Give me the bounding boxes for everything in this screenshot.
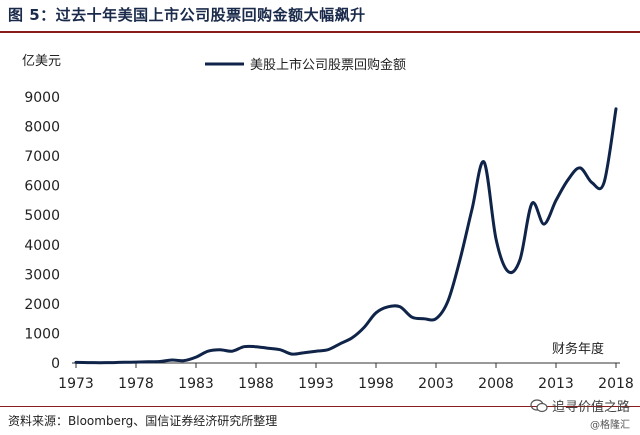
chart-area: 亿美元 美股上市公司股票回购金额 0 1000 2000 3000 4000 5000 60… [0, 33, 640, 405]
y-tick-label: 7000 [24, 149, 60, 165]
x-tick-label: 2018 [598, 376, 634, 392]
x-tick-label: 1988 [238, 376, 274, 392]
title-rule [0, 31, 640, 33]
y-tick-label: 9000 [24, 90, 60, 106]
x-tick-label: 2008 [478, 376, 514, 392]
y-tick-label: 4000 [24, 238, 60, 254]
source-note: 资料来源：Bloomberg、国信证券经济研究所整理 [8, 414, 278, 428]
legend: 美股上市公司股票回购金额 [205, 57, 406, 73]
watermark-text: 追寻价值之路 [551, 400, 630, 415]
y-tick-label: 3000 [24, 267, 60, 283]
y-tick-label: 6000 [24, 179, 60, 195]
figure-title: 图 5：过去十年美国上市公司股票回购金额大幅飙升 [8, 6, 366, 24]
y-tick-label: 0 [51, 356, 60, 372]
x-tick-label: 2003 [418, 376, 454, 392]
watermark: 追寻价值之路 @格隆汇 [530, 396, 630, 431]
legend-entry: 美股上市公司股票回购金额 [250, 57, 406, 73]
y-tick-label: 1000 [24, 326, 60, 342]
x-tick-label: 1983 [178, 376, 214, 392]
y-tick-label: 8000 [24, 120, 60, 136]
watermark-handle: @格隆汇 [590, 420, 630, 431]
x-axis-ticks: 1973 1978 1983 1988 1993 1998 2003 2008 2013 2018 [58, 363, 634, 392]
line-chart: 亿美元 美股上市公司股票回购金额 0 1000 2000 3000 4000 5000 60… [22, 54, 634, 392]
footer-rule [0, 406, 640, 407]
y-axis-label: 亿美元 [22, 54, 61, 69]
wechat-icon [530, 398, 548, 412]
x-tick-label: 1993 [298, 376, 334, 392]
x-tick-label: 2013 [538, 376, 574, 392]
x-tick-label: 1978 [118, 376, 154, 392]
y-tick-label: 2000 [24, 297, 60, 313]
x-tick-label: 1998 [358, 376, 394, 392]
y-axis-ticks: 0 1000 2000 3000 4000 5000 6000 7000 8000 9000 [24, 90, 60, 372]
y-tick-label: 5000 [24, 208, 60, 224]
x-tick-label: 1973 [58, 376, 94, 392]
x-axis-label: 财务年度 [552, 341, 604, 357]
series-line [74, 107, 618, 365]
